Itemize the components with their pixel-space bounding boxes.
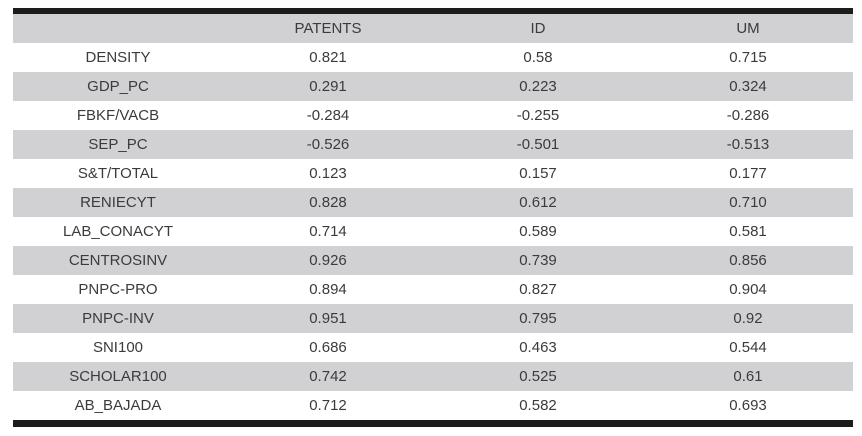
table-row: DENSITY 0.821 0.58 0.715 <box>13 43 853 72</box>
cell-value: 0.856 <box>729 252 767 269</box>
row-label: PNPC-PRO <box>78 281 158 298</box>
cell-value: 0.926 <box>309 252 347 269</box>
table-row: FBKF/VACB -0.284 -0.255 -0.286 <box>13 101 853 130</box>
cell-value: -0.284 <box>306 107 350 124</box>
row-label: LAB_CONACYT <box>62 223 174 240</box>
row-label: FBKF/VACB <box>76 107 160 124</box>
table-row: CENTROSINV 0.926 0.739 0.856 <box>13 246 853 275</box>
table-row: AB_BAJADA 0.712 0.582 0.693 <box>13 391 853 424</box>
table-row: PNPC-PRO 0.894 0.827 0.904 <box>13 275 853 304</box>
table-row: SCHOLAR100 0.742 0.525 0.61 <box>13 362 853 391</box>
table-row: RENIECYT 0.828 0.612 0.710 <box>13 188 853 217</box>
header-row: PATENTS ID UM <box>13 11 853 43</box>
cell-value: 0.92 <box>733 310 763 327</box>
table-row: SEP_PC -0.526 -0.501 -0.513 <box>13 130 853 159</box>
cell-value: 0.61 <box>733 368 763 385</box>
cell-value: 0.712 <box>309 397 347 414</box>
cell-value: 0.686 <box>309 339 347 356</box>
cell-value: 0.58 <box>523 49 553 66</box>
row-label: RENIECYT <box>80 194 156 211</box>
column-header-empty <box>13 11 223 43</box>
table-row: SNI100 0.686 0.463 0.544 <box>13 333 853 362</box>
row-label: SEP_PC <box>88 136 148 153</box>
table-row: S&T/TOTAL 0.123 0.157 0.177 <box>13 159 853 188</box>
row-label: PNPC-INV <box>82 310 154 327</box>
cell-value: 0.714 <box>309 223 347 240</box>
column-header-patents: PATENTS <box>294 20 362 37</box>
cell-value: 0.739 <box>519 252 557 269</box>
cell-value: 0.693 <box>729 397 767 414</box>
cell-value: 0.157 <box>519 165 557 182</box>
cell-value: -0.286 <box>726 107 770 124</box>
cell-value: 0.324 <box>729 78 767 95</box>
row-label: SCHOLAR100 <box>69 368 167 385</box>
cell-value: -0.526 <box>306 136 350 153</box>
cell-value: 0.223 <box>519 78 557 95</box>
cell-value: -0.255 <box>516 107 560 124</box>
cell-value: 0.177 <box>729 165 767 182</box>
row-label: S&T/TOTAL <box>77 165 159 182</box>
cell-value: 0.742 <box>309 368 347 385</box>
cell-value: 0.525 <box>519 368 557 385</box>
cell-value: 0.827 <box>519 281 557 298</box>
row-label: AB_BAJADA <box>74 397 162 414</box>
row-label: SNI100 <box>92 339 144 356</box>
cell-value: 0.894 <box>309 281 347 298</box>
table-row: GDP_PC 0.291 0.223 0.324 <box>13 72 853 101</box>
cell-value: 0.828 <box>309 194 347 211</box>
cell-value: 0.951 <box>309 310 347 327</box>
row-label: CENTROSINV <box>68 252 168 269</box>
cell-value: 0.795 <box>519 310 557 327</box>
column-header-id: ID <box>530 20 546 37</box>
correlation-table: PATENTS ID UM DENSITY 0.821 0.58 0.715 G… <box>13 8 853 427</box>
table-row: PNPC-INV 0.951 0.795 0.92 <box>13 304 853 333</box>
table-row: LAB_CONACYT 0.714 0.589 0.581 <box>13 217 853 246</box>
cell-value: 0.581 <box>729 223 767 240</box>
cell-value: -0.513 <box>726 136 770 153</box>
cell-value: 0.589 <box>519 223 557 240</box>
cell-value: 0.291 <box>309 78 347 95</box>
row-label: DENSITY <box>85 49 151 66</box>
column-header-um: UM <box>736 20 760 37</box>
cell-value: 0.710 <box>729 194 767 211</box>
row-label: GDP_PC <box>87 78 149 95</box>
cell-value: 0.612 <box>519 194 557 211</box>
cell-value: 0.463 <box>519 339 557 356</box>
cell-value: 0.821 <box>309 49 347 66</box>
cell-value: 0.715 <box>729 49 767 66</box>
cell-value: -0.501 <box>516 136 560 153</box>
cell-value: 0.582 <box>519 397 557 414</box>
cell-value: 0.123 <box>309 165 347 182</box>
cell-value: 0.544 <box>729 339 767 356</box>
cell-value: 0.904 <box>729 281 767 298</box>
